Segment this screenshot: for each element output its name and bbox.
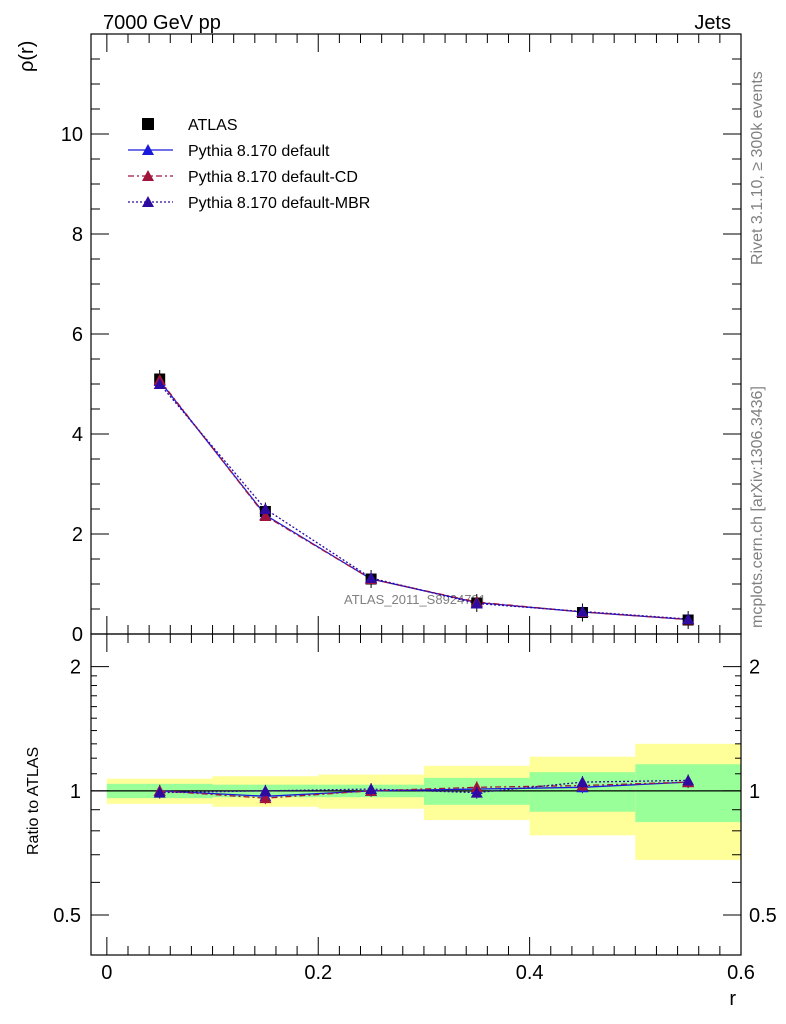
ratio-series-line-2 xyxy=(159,779,689,794)
main-axis-ticks: 0 2 4 6 8 10 xyxy=(61,33,742,646)
ratio-uncertainty-bands xyxy=(91,743,741,860)
ratio-series-point-2 xyxy=(470,786,483,798)
x-tick-label: 0 xyxy=(101,962,112,984)
ratio-y-axis-label: Ratio to ATLAS xyxy=(25,747,42,855)
main-series-point-2 xyxy=(365,572,378,583)
ratio-frame-rect xyxy=(90,633,742,956)
legend-atlas-label: ATLAS xyxy=(188,117,238,134)
ratio-series-point-2 xyxy=(576,776,589,788)
x-axis-label: r xyxy=(729,988,736,1010)
legend-atlas-marker xyxy=(142,118,154,130)
ratio-series-point-1 xyxy=(259,792,272,804)
main-series-point-2 xyxy=(682,613,695,624)
stat-uncertainty-band xyxy=(635,764,741,823)
rivet-label: Rivet 3.1.10, ≥ 300k events xyxy=(749,71,766,265)
legend: ATLAS Pythia 8.170 default Pythia 8.170 de… xyxy=(128,117,370,212)
main-y-tick-label: 10 xyxy=(61,124,83,146)
legend-label-1: Pythia 8.170 default-CD xyxy=(188,169,358,186)
main-series-group xyxy=(153,370,695,629)
x-tick-label: 0.6 xyxy=(727,962,755,984)
ratio-y-tick-label-left: 0.5 xyxy=(53,905,81,927)
legend-label-0: Pythia 8.170 default xyxy=(188,143,330,160)
main-series-point-2 xyxy=(576,605,589,617)
legend-label-2: Pythia 8.170 default-MBR xyxy=(188,195,370,212)
ratio-frame xyxy=(90,633,742,956)
main-y-tick-label: 2 xyxy=(72,524,83,546)
legend-marker-2 xyxy=(142,196,154,207)
ratio-panel: 0.5 0.5 1 1 2 2 0 0.2 0.4 0.6 xyxy=(53,633,777,984)
main-y-tick-label: 0 xyxy=(72,624,83,646)
x-tick-label: 0.4 xyxy=(516,962,544,984)
legend-marker-0 xyxy=(142,144,154,155)
main-y-tick-label: 4 xyxy=(72,424,83,446)
ratio-series-line-1 xyxy=(159,781,689,799)
ratio-series-group xyxy=(153,774,695,805)
header-left-title: 7000 GeV pp xyxy=(103,12,221,34)
x-tick-label: 0.2 xyxy=(304,962,332,984)
main-y-axis-label: ρ(r) xyxy=(16,41,38,72)
header-right-title: Jets xyxy=(694,12,731,34)
main-y-tick-label: 8 xyxy=(72,224,83,246)
ratio-axis-ticks: 0.5 0.5 1 1 2 2 0 0.2 0.4 0.6 xyxy=(53,634,777,984)
main-series-point-2 xyxy=(153,378,166,389)
ratio-series-point-2 xyxy=(682,774,695,786)
main-series-point-2 xyxy=(259,503,272,514)
ratio-y-tick-label-left: 1 xyxy=(70,781,81,803)
ratio-y-tick-label-left: 2 xyxy=(70,657,81,679)
ratio-y-tick-label-right: 1 xyxy=(749,781,760,803)
ratio-y-tick-label-right: 2 xyxy=(749,657,760,679)
main-y-tick-label: 6 xyxy=(72,324,83,346)
main-series-line-2 xyxy=(159,383,689,620)
ratio-y-tick-label-right: 0.5 xyxy=(749,905,777,927)
legend-marker-1 xyxy=(142,170,154,181)
analysis-watermark: ATLAS_2011_S8924791 xyxy=(344,592,486,607)
ratio-series-line-0 xyxy=(159,781,689,797)
ratio-series-point-2 xyxy=(259,784,272,796)
main-series-line-0 xyxy=(159,380,689,621)
main-series-point-1 xyxy=(259,510,272,521)
main-series-line-1 xyxy=(159,379,689,621)
mcplots-label: mcplots.cern.ch [arXiv:1306.3436] xyxy=(749,386,766,628)
ratio-series-point-2 xyxy=(153,786,166,798)
main-series-point-2 xyxy=(470,597,483,609)
main-panel: 0 2 4 6 8 10 ATLAS_2011_S8924791 ATLAS Pythia … xyxy=(61,33,742,646)
ratio-series-point-2 xyxy=(365,783,378,795)
